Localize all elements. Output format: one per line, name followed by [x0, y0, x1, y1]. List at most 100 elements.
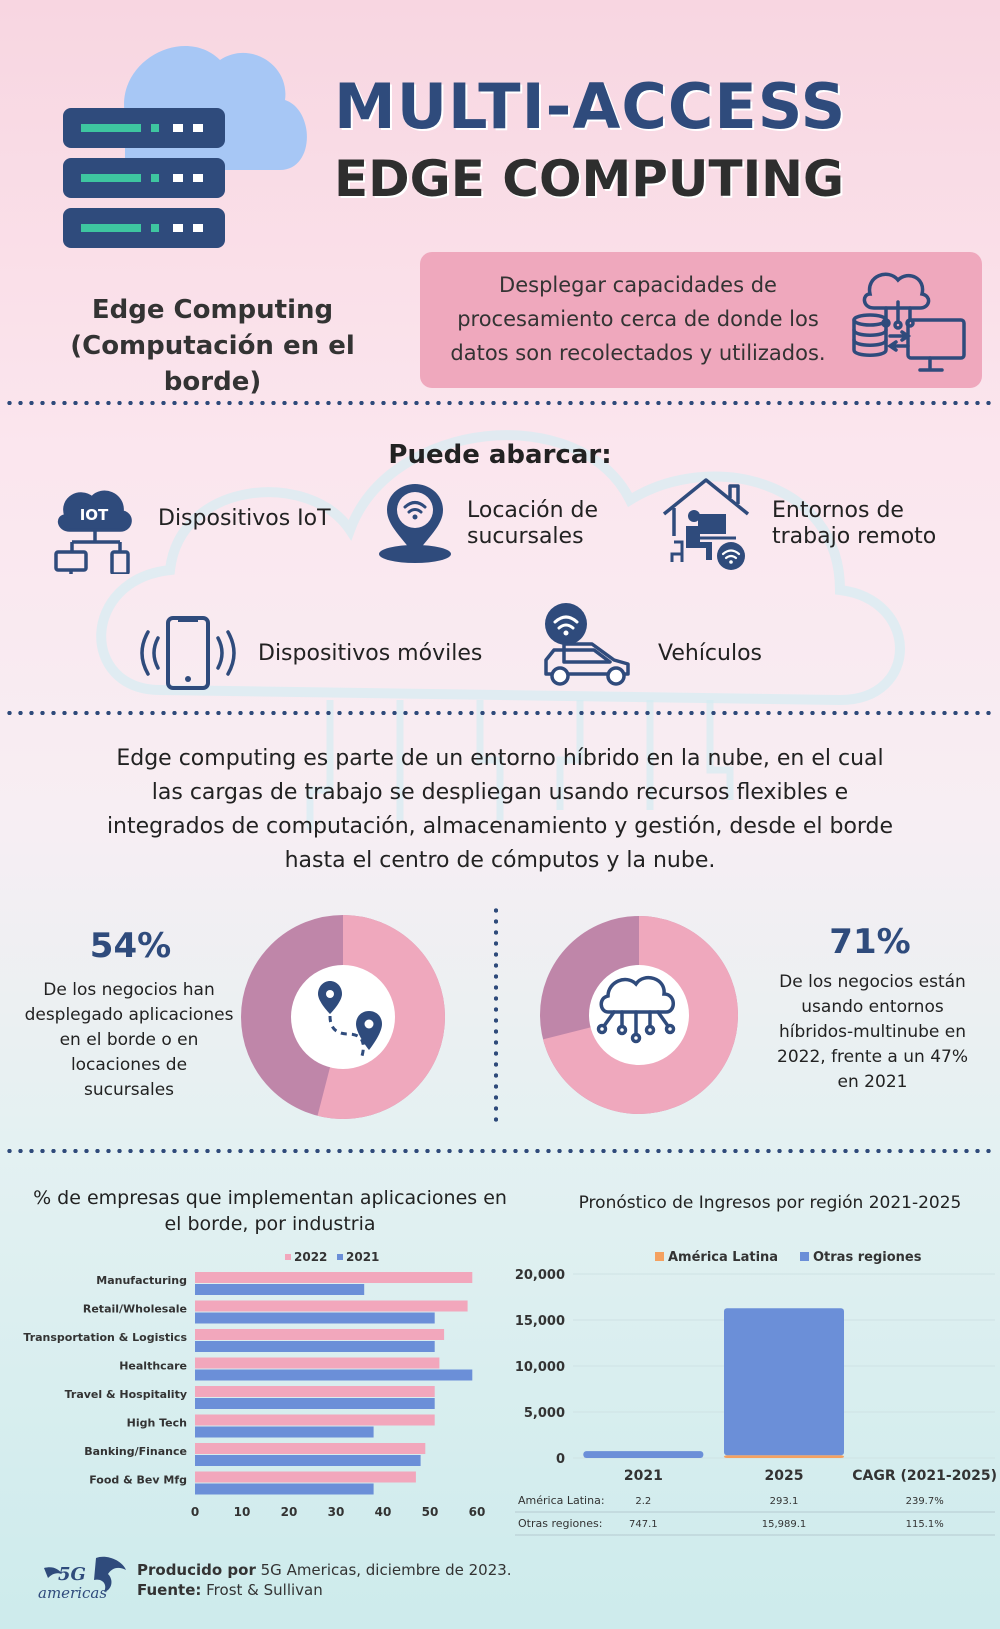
bar-2021: [195, 1284, 365, 1295]
legend-swatch-2021: [337, 1254, 343, 1260]
svg-text:americas: americas: [38, 1584, 107, 1602]
x-tick-label: 20: [281, 1505, 298, 1519]
industry-bar-chart: 2022 2021 Manufacturing Retail/Wholesale Tra…: [23, 1250, 486, 1519]
category-label: Transportation & Logistics: [23, 1331, 187, 1344]
donut-1-segments: [241, 915, 445, 1119]
bar-2021: [195, 1341, 435, 1352]
legend-label-Otras regiones: Otras regiones: [813, 1250, 922, 1265]
x-tick-label: 30: [328, 1505, 345, 1519]
coverage-item-branches-line1: Locación de: [467, 498, 599, 523]
x-tick-label: 0: [191, 1505, 199, 1519]
category-label: Retail/Wholesale: [83, 1303, 187, 1316]
route-pins-icon: [318, 981, 382, 1057]
coverage-item-iot: Dispositivos IoT: [158, 506, 331, 531]
definition-term: Edge Computing (Computación en el borde): [20, 292, 405, 400]
stat-2-percent: 71%: [829, 922, 911, 962]
coverage-item-branches-line2: sucursales: [467, 524, 584, 549]
bar-2022: [195, 1357, 440, 1369]
footer-produced-value: 5G Americas, diciembre de 2023.: [255, 1561, 512, 1579]
bar-2022: [195, 1272, 473, 1283]
x-tick-label: 40: [375, 1505, 392, 1519]
category-label: 2025: [765, 1468, 804, 1484]
bar-2021: [195, 1398, 435, 1409]
table-cell: 15,989.1: [762, 1519, 807, 1530]
x-tick-label: 60: [469, 1505, 486, 1519]
table-row-label: Otras regiones:: [518, 1517, 602, 1530]
coverage-item-remote-line1: Entornos de: [772, 498, 904, 523]
legend-label-2022: 2022: [294, 1250, 327, 1264]
iot-badge-text: IOT: [80, 506, 109, 524]
svg-text:5G: 5G: [58, 1564, 86, 1585]
donut-chart-branches: [241, 915, 445, 1119]
location-pin-icon: [379, 484, 451, 563]
category-label: 2021: [624, 1468, 663, 1484]
bar-2022: [195, 1471, 416, 1483]
mobile-phone-icon: [140, 616, 236, 690]
x-tick-label: 10: [234, 1505, 251, 1519]
page-title: MULTI-ACCESS: [334, 70, 847, 143]
5g-americas-logo: 5G americas: [38, 1556, 126, 1602]
bar-2022: [195, 1300, 468, 1312]
bar-2021: [195, 1426, 374, 1438]
category-label: High Tech: [127, 1417, 187, 1430]
donut-2-segments: [540, 916, 738, 1114]
category-label: Banking/Finance: [84, 1445, 187, 1458]
coverage-item-vehicles: Vehículos: [658, 641, 763, 666]
bar-2021: [195, 1312, 435, 1324]
donut-2-value: [540, 916, 738, 1114]
server-cloud-icon: [63, 45, 307, 248]
footer-source-label: Fuente:: [137, 1581, 202, 1599]
section-divider: [4, 401, 996, 405]
category-label: CAGR (2021-2025): [852, 1468, 997, 1484]
y-tick-label: 10,000: [515, 1360, 565, 1375]
donut-chart-hybrid: [540, 916, 738, 1114]
stat-1-percent: 54%: [89, 926, 172, 966]
coverage-item-remote-line2: trabajo remoto: [772, 524, 937, 549]
bar-2022: [195, 1329, 445, 1340]
table-cell: 239.7%: [906, 1496, 944, 1507]
bar-2021: [195, 1483, 374, 1495]
footer-source-value: Frost & Sullivan: [201, 1581, 323, 1599]
definition-term-line1: Edge Computing: [91, 295, 334, 325]
x-tick-label: 50: [422, 1505, 439, 1519]
footer-produced: Producido por 5G Americas, diciembre de …: [137, 1561, 512, 1579]
category-label: Food & Bev Mfg: [89, 1474, 187, 1487]
hybrid-paragraph: Edge computing es parte de un entorno hí…: [106, 746, 894, 873]
legend-swatch-América Latina: [655, 1252, 664, 1261]
coverage-item-remote: Entornos de trabajo remoto: [772, 498, 936, 550]
legend-label-América Latina: América Latina: [668, 1250, 778, 1265]
section-divider: [4, 711, 996, 715]
stat-1-text: De los negocios han desplegado aplicacio…: [24, 980, 234, 1100]
footer-source: Fuente: Frost & Sullivan: [137, 1581, 323, 1599]
legend-swatch-2022: [285, 1254, 291, 1260]
stats-divider: [494, 905, 498, 1127]
y-tick-label: 0: [556, 1452, 565, 1467]
donut-1-value: [241, 915, 445, 1119]
table-row-label: América Latina:: [518, 1494, 605, 1507]
background-cloud-decoration: [96, 430, 905, 830]
revenue-chart-title: Pronóstico de Ingresos por región 2021-2…: [578, 1193, 962, 1213]
y-tick-label: 5,000: [524, 1406, 565, 1421]
revenue-stacked-chart: América Latina Otras regiones 20,000 15,000…: [515, 1250, 997, 1536]
stat-2-text: De los negocios están usando entornos hí…: [777, 972, 968, 1092]
remote-work-icon: [662, 478, 750, 570]
industry-chart-title: % de empresas que implementan aplicacion…: [33, 1187, 507, 1235]
bar-2022: [195, 1414, 435, 1426]
table-cell: 115.1%: [906, 1519, 944, 1530]
coverage-item-branches: Locación de sucursales: [467, 498, 598, 550]
definition-text: Desplegar capacidades de procesamiento c…: [450, 273, 826, 365]
section-divider: [4, 1149, 996, 1153]
connected-car-icon: [544, 603, 630, 686]
bar-2021: [195, 1369, 473, 1381]
bar-Otras regiones: [583, 1451, 704, 1458]
bar-América Latina: [724, 1455, 844, 1458]
page-subtitle: EDGE COMPUTING: [334, 150, 845, 208]
bar-2021: [195, 1455, 421, 1466]
category-label: Healthcare: [119, 1360, 187, 1373]
definition-term-line2: (Computación en el borde): [70, 331, 355, 397]
bar-2022: [195, 1386, 435, 1397]
coverage-item-mobile: Dispositivos móviles: [258, 641, 483, 666]
bar-Otras regiones: [724, 1308, 844, 1456]
y-tick-label: 15,000: [515, 1314, 565, 1329]
